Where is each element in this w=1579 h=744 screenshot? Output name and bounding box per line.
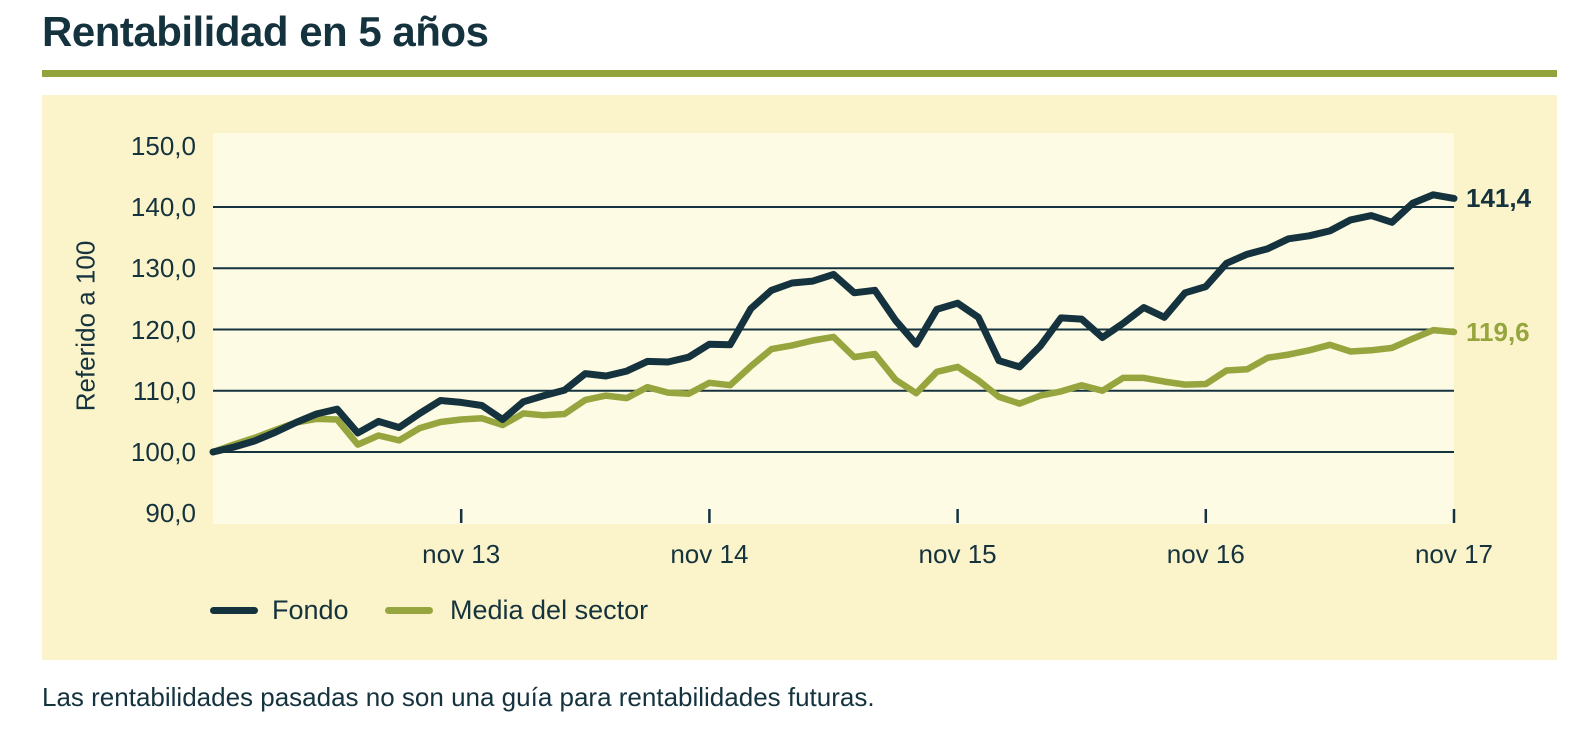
- x-tick-label: nov 13: [422, 539, 501, 569]
- x-tick-label: nov 16: [1166, 539, 1245, 569]
- x-tick-label: nov 17: [1414, 539, 1494, 569]
- chart-panel: [42, 95, 1557, 660]
- y-tick-label: 100,0: [130, 437, 196, 467]
- y-tick-label: 90,0: [145, 498, 196, 529]
- legend-swatch-media-del-sector: [385, 607, 433, 614]
- x-tick-label: nov 14: [670, 539, 749, 569]
- y-tick-label: 110,0: [132, 375, 196, 406]
- y-tick-label: 130,0: [130, 253, 196, 284]
- y-tick-label: 150,0: [130, 130, 196, 161]
- legend-label-media-del-sector: Media del sector: [450, 595, 649, 625]
- legend-swatch-fondo: [210, 607, 258, 614]
- disclaimer-text: Las rentabilidades pasadas no son una gu…: [42, 682, 875, 712]
- y-tick-label: 140,0: [130, 192, 196, 222]
- legend-label-fondo: Fondo: [272, 595, 349, 625]
- series-end-label-media-del-sector: 119,6: [1466, 316, 1530, 347]
- x-tick-label: nov 15: [918, 539, 997, 569]
- series-end-label-fondo: 141,4: [1466, 183, 1532, 214]
- y-tick-label: 120,0: [130, 314, 196, 345]
- page-title: Rentabilidad en 5 años: [42, 8, 489, 55]
- title-accent-rule: [42, 70, 1557, 77]
